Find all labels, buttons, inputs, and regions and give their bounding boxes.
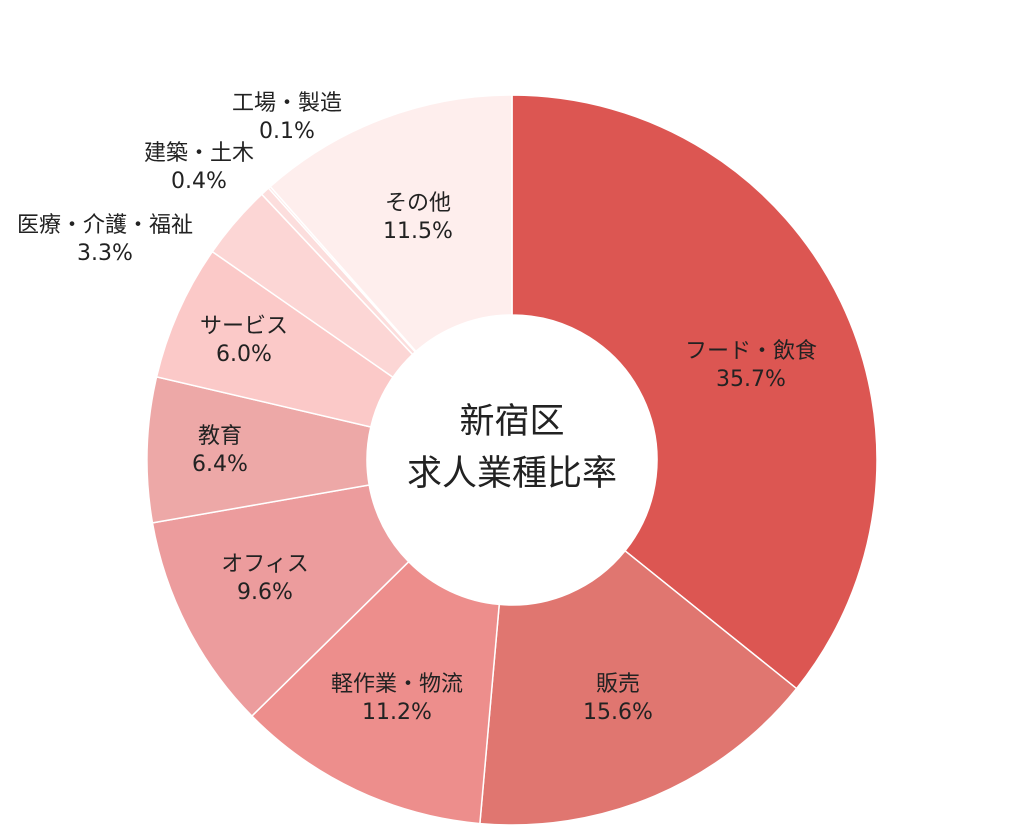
slice-value-1: 15.6%: [583, 700, 653, 725]
slice-value-8: 0.1%: [259, 119, 315, 144]
chart-center-title: 新宿区 求人業種比率: [407, 402, 617, 494]
slice-label-9: その他: [385, 191, 451, 216]
slice-value-4: 6.4%: [192, 452, 248, 477]
center-title-line-2: 求人業種比率: [407, 454, 617, 494]
slice-value-3: 9.6%: [237, 580, 293, 605]
slice-label-8: 工場・製造: [232, 91, 342, 116]
slice-label-1: 販売: [596, 672, 640, 697]
slice-label-0: フード・飲食: [685, 339, 817, 364]
slice-value-2: 11.2%: [362, 700, 432, 725]
slice-value-6: 3.3%: [77, 241, 133, 266]
chart-slices: [146, 94, 878, 826]
slice-value-7: 0.4%: [171, 169, 227, 194]
chart-labels: フード・飲食 35.7% 販売 15.6% 軽作業・物流 11.2% オフィス 9.6% 教育 6…: [17, 91, 817, 725]
donut-hole: [367, 315, 657, 605]
slice-label-7: 建築・土木: [144, 141, 254, 166]
slice-label-5: サービス: [200, 314, 288, 339]
slice-value-0: 35.7%: [716, 367, 786, 392]
slice-label-4: 教育: [198, 424, 242, 449]
slice-label-6: 医療・介護・福祉: [17, 213, 193, 238]
center-title-line-1: 新宿区: [459, 402, 564, 442]
slice-value-5: 6.0%: [216, 342, 272, 367]
slice-value-9: 11.5%: [383, 219, 453, 244]
slice-label-3: オフィス: [221, 552, 309, 577]
slice-label-2: 軽作業・物流: [331, 672, 463, 697]
